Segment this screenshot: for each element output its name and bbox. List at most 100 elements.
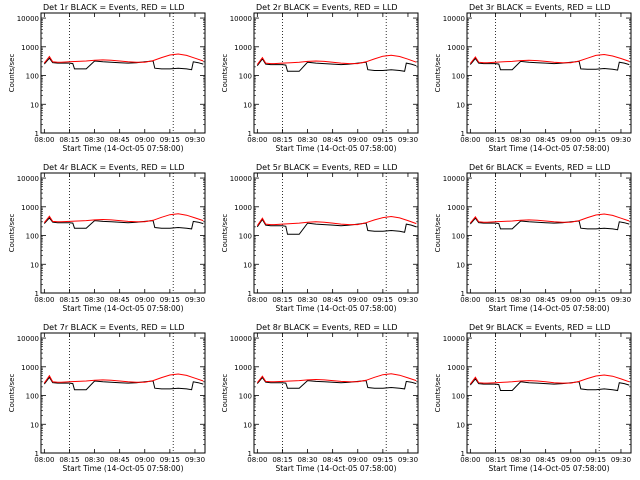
x-tick-label: 09:30	[398, 456, 418, 464]
y-tick-label: 100	[452, 73, 465, 81]
x-tick-label: 08:30	[510, 136, 530, 144]
x-tick-label: 09:30	[185, 456, 205, 464]
x-tick-label: 09:15	[160, 456, 180, 464]
y-axis-label: Counts/sec	[221, 214, 229, 253]
series-events-line	[43, 57, 204, 71]
x-tick-label: 09:00	[135, 296, 155, 304]
x-tick-label: 08:30	[510, 456, 530, 464]
x-tick-label: 08:30	[84, 136, 104, 144]
y-tick-label: 10	[456, 261, 465, 269]
x-tick-label: 09:15	[160, 136, 180, 144]
y-axis-label: Counts/sec	[434, 214, 442, 253]
x-tick-label: 09:30	[398, 136, 418, 144]
x-axis-label: Start Time (14-Oct-05 07:58:00)	[275, 304, 396, 313]
x-tick-label: 08:30	[510, 296, 530, 304]
chart-title: Det 9r BLACK = Events, RED = LLD	[469, 323, 611, 332]
x-tick-label: 08:15	[59, 456, 79, 464]
y-tick-label: 1	[461, 130, 465, 138]
x-tick-label: 09:00	[135, 456, 155, 464]
x-axis-label: Start Time (14-Oct-05 07:58:00)	[488, 304, 609, 313]
y-tick-label: 10000	[17, 15, 39, 23]
y-tick-label: 10000	[443, 175, 465, 183]
x-tick-label: 08:00	[460, 296, 480, 304]
y-tick-label: 10	[243, 421, 252, 429]
y-tick-label: 1	[248, 450, 252, 458]
y-tick-label: 100	[239, 73, 252, 81]
chart-1: Det 1r BLACK = Events, RED = LLD 1 10 100 10…	[8, 3, 206, 153]
x-tick-label: 08:30	[84, 456, 104, 464]
x-axis-label: Start Time (14-Oct-05 07:58:00)	[275, 464, 396, 473]
y-tick-label: 10	[30, 261, 39, 269]
x-axis-label: Start Time (14-Oct-05 07:58:00)	[62, 464, 183, 473]
x-tick-label: 08:15	[59, 136, 79, 144]
y-axis-label: Counts/sec	[434, 374, 442, 413]
chart-5: Det 5r BLACK = Events, RED = LLD 1 10 100 10…	[221, 163, 419, 313]
plot-frame	[253, 172, 419, 294]
y-tick-label: 1000	[234, 204, 252, 212]
chart-title: Det 6r BLACK = Events, RED = LLD	[469, 163, 611, 172]
plot-frame	[466, 12, 632, 134]
plot-frame	[466, 172, 632, 294]
y-tick-label: 10000	[17, 175, 39, 183]
y-tick-label: 10000	[443, 335, 465, 343]
y-tick-label: 1000	[21, 364, 39, 372]
y-axis-label: Counts/sec	[221, 54, 229, 93]
plot-frame	[40, 172, 206, 294]
y-tick-label: 1000	[447, 44, 465, 52]
y-tick-label: 1000	[234, 364, 252, 372]
y-tick-label: 10000	[230, 15, 252, 23]
plot-frame	[253, 12, 419, 134]
x-tick-label: 08:45	[323, 136, 343, 144]
x-axis-label: Start Time (14-Oct-05 07:58:00)	[62, 144, 183, 153]
x-tick-label: 08:15	[485, 136, 505, 144]
x-tick-label: 09:15	[586, 136, 606, 144]
series-events-line	[256, 58, 417, 72]
x-tick-label: 08:00	[460, 456, 480, 464]
x-tick-label: 09:00	[348, 296, 368, 304]
x-tick-label: 08:00	[460, 136, 480, 144]
y-tick-label: 1	[35, 130, 39, 138]
x-tick-label: 09:00	[561, 136, 581, 144]
y-tick-label: 10	[30, 101, 39, 109]
y-tick-label: 1	[35, 290, 39, 298]
y-tick-label: 10	[30, 421, 39, 429]
plot-frame	[253, 332, 419, 454]
chart-9: Det 9r BLACK = Events, RED = LLD 1 10 100 10…	[434, 323, 632, 473]
x-tick-label: 09:15	[586, 296, 606, 304]
x-tick-label: 08:15	[485, 456, 505, 464]
y-tick-label: 10	[456, 421, 465, 429]
series-events-line	[256, 218, 417, 235]
chart-title: Det 1r BLACK = Events, RED = LLD	[43, 3, 185, 12]
series-lld-line	[43, 373, 204, 384]
y-axis-label: Counts/sec	[434, 54, 442, 93]
y-axis-label: Counts/sec	[221, 374, 229, 413]
series-events-line	[469, 57, 630, 71]
x-tick-label: 09:00	[561, 456, 581, 464]
x-tick-label: 08:45	[110, 136, 130, 144]
y-tick-label: 100	[239, 393, 252, 401]
x-tick-label: 09:30	[611, 136, 631, 144]
x-tick-label: 08:30	[297, 296, 317, 304]
chart-2: Det 2r BLACK = Events, RED = LLD 1 10 100 10…	[221, 3, 419, 153]
y-tick-label: 1	[248, 290, 252, 298]
series-lld-line	[469, 374, 630, 385]
x-tick-label: 08:45	[323, 296, 343, 304]
series-lld-line	[469, 53, 630, 64]
y-tick-label: 10000	[230, 335, 252, 343]
x-tick-label: 08:15	[485, 296, 505, 304]
chart-title: Det 7r BLACK = Events, RED = LLD	[43, 323, 185, 332]
x-axis-label: Start Time (14-Oct-05 07:58:00)	[488, 144, 609, 153]
x-tick-label: 09:30	[185, 136, 205, 144]
y-tick-label: 100	[26, 393, 39, 401]
x-axis-label: Start Time (14-Oct-05 07:58:00)	[488, 464, 609, 473]
x-tick-label: 08:45	[110, 456, 130, 464]
x-axis-label: Start Time (14-Oct-05 07:58:00)	[62, 304, 183, 313]
chart-8: Det 8r BLACK = Events, RED = LLD 1 10 100 10…	[221, 323, 419, 473]
x-tick-label: 08:15	[272, 296, 292, 304]
x-tick-label: 09:00	[561, 296, 581, 304]
y-tick-label: 1000	[447, 204, 465, 212]
y-tick-label: 1	[461, 450, 465, 458]
y-tick-label: 100	[26, 73, 39, 81]
y-tick-label: 1	[248, 130, 252, 138]
plot-frame	[466, 332, 632, 454]
